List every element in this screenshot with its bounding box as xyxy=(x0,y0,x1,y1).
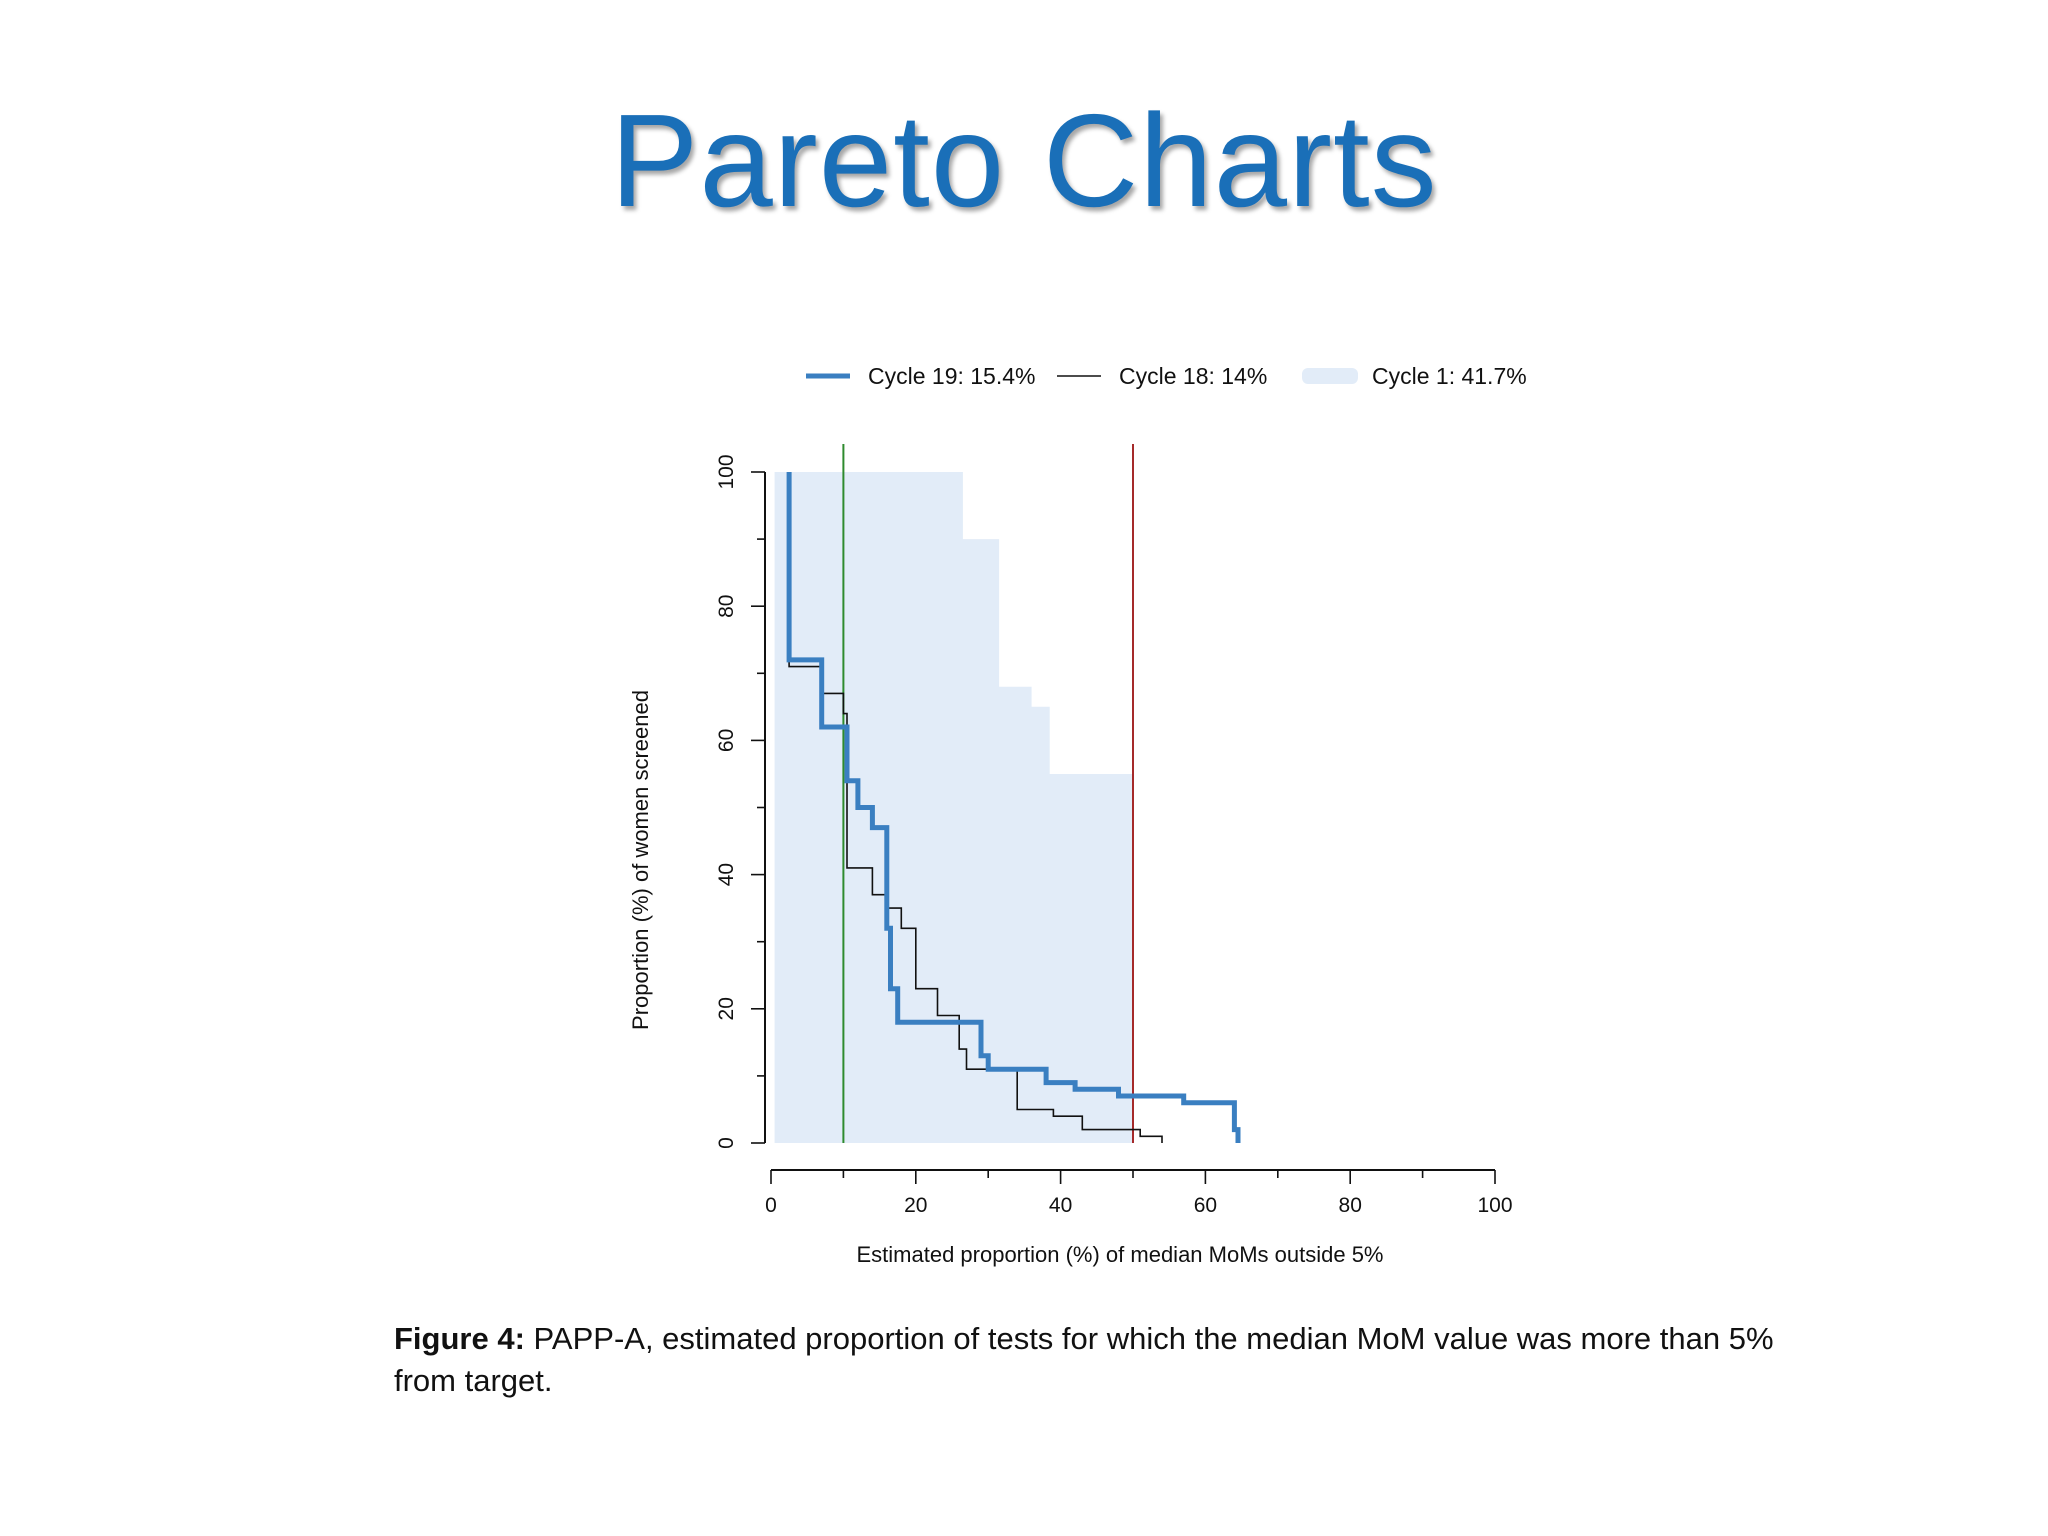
caption-label: Figure 4: xyxy=(394,1321,525,1356)
plot-area xyxy=(774,444,1241,1143)
series-line-cycle-18 xyxy=(788,472,1163,1143)
y-tick-label: 40 xyxy=(715,863,738,886)
x-tick-label: 0 xyxy=(765,1194,777,1217)
x-tick-label: 100 xyxy=(1477,1194,1512,1217)
y-tick-label: 20 xyxy=(715,997,738,1020)
chart-legend: Cycle 19: 15.4% Cycle 18: 14% Cycle 1: 41.… xyxy=(806,363,1527,389)
y-tick-label: 0 xyxy=(715,1137,738,1149)
x-axis-title: Estimated proportion (%) of median MoMs … xyxy=(856,1242,1383,1267)
x-tick-label: 60 xyxy=(1194,1194,1217,1217)
x-axis: 0 20 40 60 80 100 xyxy=(765,1169,1513,1217)
x-tick-label: 20 xyxy=(904,1194,927,1217)
x-tick-label: 80 xyxy=(1339,1194,1362,1217)
y-tick-label: 80 xyxy=(715,595,738,618)
series-line-cycle-19 xyxy=(786,472,1241,1143)
legend-label: Cycle 19: 15.4% xyxy=(868,363,1035,389)
caption-text: PAPP-A, estimated proportion of tests fo… xyxy=(394,1321,1774,1398)
y-axis: 0 20 40 60 80 100 xyxy=(715,454,766,1149)
x-tick-label: 40 xyxy=(1049,1194,1072,1217)
series-area-cycle-1 xyxy=(774,472,1133,1143)
legend-label: Cycle 18: 14% xyxy=(1119,363,1267,389)
slide-title: Pareto Charts xyxy=(610,87,1438,234)
legend-swatch-cycle-1 xyxy=(1302,368,1358,384)
y-tick-label: 60 xyxy=(715,729,738,752)
legend-label: Cycle 1: 41.7% xyxy=(1372,363,1527,389)
figure-caption: Figure 4: PAPP-A, estimated proportion o… xyxy=(394,1318,1774,1402)
y-tick-label: 100 xyxy=(715,454,738,489)
y-axis-title: Proportion (%) of women screened xyxy=(628,690,653,1030)
